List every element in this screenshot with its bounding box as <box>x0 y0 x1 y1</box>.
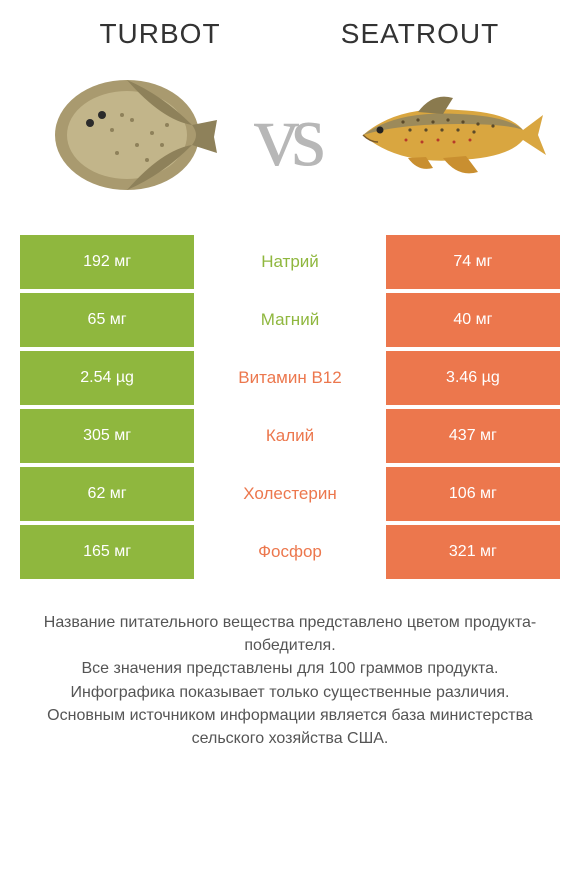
left-value: 305 мг <box>20 409 194 463</box>
footer-line-4: Основным источником информации является … <box>24 704 556 750</box>
left-value: 65 мг <box>20 293 194 347</box>
right-value: 3.46 µg <box>386 351 560 405</box>
footer-line-3: Инфографика показывает только существенн… <box>24 681 556 704</box>
left-value: 192 мг <box>20 235 194 289</box>
nutrient-name: Магний <box>194 293 386 347</box>
footer-line-1: Название питательного вещества представл… <box>24 611 556 657</box>
right-product-image <box>336 60 560 210</box>
vs-label: vs <box>244 84 336 187</box>
nutrient-name: Калий <box>194 409 386 463</box>
nutrient-name: Натрий <box>194 235 386 289</box>
right-value: 106 мг <box>386 467 560 521</box>
turbot-icon <box>42 65 222 205</box>
footer-line-2: Все значения представлены для 100 граммо… <box>24 657 556 680</box>
nutrient-name: Фосфор <box>194 525 386 579</box>
left-value: 62 мг <box>20 467 194 521</box>
header: Turbot Seatrout <box>0 0 580 50</box>
table-row: 2.54 µgВитамин B123.46 µg <box>20 351 560 405</box>
table-row: 62 мгХолестерин106 мг <box>20 467 560 521</box>
table-row: 65 мгМагний40 мг <box>20 293 560 347</box>
right-value: 40 мг <box>386 293 560 347</box>
right-value: 321 мг <box>386 525 560 579</box>
table-row: 305 мгКалий437 мг <box>20 409 560 463</box>
right-product-title: Seatrout <box>290 18 550 50</box>
infographic-page: Turbot Seatrout vs <box>0 0 580 883</box>
right-value: 74 мг <box>386 235 560 289</box>
right-value: 437 мг <box>386 409 560 463</box>
left-value: 165 мг <box>20 525 194 579</box>
table-row: 165 мгФосфор321 мг <box>20 525 560 579</box>
table-row: 192 мгНатрий74 мг <box>20 235 560 289</box>
left-value: 2.54 µg <box>20 351 194 405</box>
seatrout-icon <box>348 80 548 190</box>
left-product-title: Turbot <box>30 18 290 50</box>
nutrient-name: Витамин B12 <box>194 351 386 405</box>
footer-notes: Название питательного вещества представл… <box>0 583 580 750</box>
comparison-table: 192 мгНатрий74 мг65 мгМагний40 мг2.54 µg… <box>0 235 580 583</box>
nutrient-name: Холестерин <box>194 467 386 521</box>
images-row: vs <box>0 50 580 235</box>
left-product-image <box>20 60 244 210</box>
